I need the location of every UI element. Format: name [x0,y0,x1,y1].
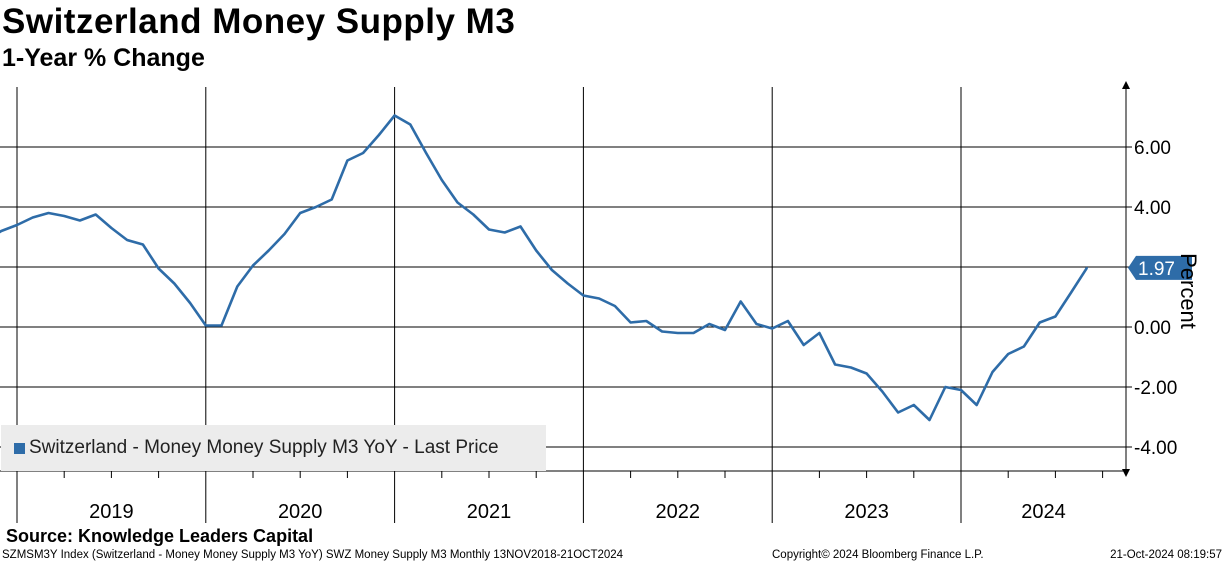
series-point [960,389,962,391]
y-tick-label: -4.00 [1134,438,1177,459]
chart-title: Switzerland Money Supply M3 [2,2,516,41]
legend: Switzerland - Money Money Supply M3 YoY … [1,425,546,471]
series-point [173,282,176,285]
x-tick-label: 2023 [844,501,889,523]
series-point [299,212,302,214]
series-point [204,324,207,327]
series-point [755,323,758,325]
y-tick-label: 4.00 [1134,198,1171,219]
y-axis-arrow-down [1122,469,1130,477]
series-point [141,243,144,246]
series-point [110,227,113,229]
series-point [157,267,160,270]
series-point [362,152,365,154]
series-point [472,213,475,216]
series-point [865,372,868,375]
series-point [613,305,616,307]
series-point [1007,353,1010,355]
x-tick-label: 2020 [278,501,323,523]
series-point [629,321,632,324]
series-point [676,332,679,334]
series-point [582,294,585,297]
series-point [126,239,129,241]
series-point [550,269,553,271]
series-point [1085,266,1088,269]
series-point [519,225,522,228]
x-tick-label: 2019 [89,501,134,523]
y-axis-label: Percent [1176,253,1201,329]
x-tick-label: 2021 [467,501,512,523]
footer-timestamp: 21-Oct-2024 08:19:57 [1110,549,1222,561]
series-point [834,363,837,366]
series-point [63,215,66,217]
series-point [771,327,774,330]
series-point [897,411,900,414]
series-point [975,404,978,406]
series-point [739,300,742,303]
series-point [377,134,380,136]
x-tick-label: 2022 [656,501,701,523]
series-point [802,344,805,346]
series-point [786,320,789,322]
series-point [252,264,254,267]
series-point [393,114,396,117]
series-point [944,386,947,388]
series-point [456,201,459,204]
y-tick-label: 0.00 [1134,318,1171,339]
series-point [425,152,428,154]
series-point [440,179,443,181]
y-tick-label: 6.00 [1134,138,1171,159]
series-point [724,329,726,331]
series-point [236,285,239,288]
source-note: Source: Knowledge Leaders Capital [6,526,314,546]
series-point [849,366,852,369]
series-point [645,320,648,322]
series-point [488,228,490,231]
series-point [330,198,333,201]
series-point [31,216,34,219]
legend-swatch [14,442,25,454]
series-line [0,114,1088,422]
series-point [928,419,931,421]
last-value-label: 1.97 [1138,259,1175,280]
series-point [267,249,270,252]
series-point [409,123,412,126]
series-point [1054,315,1057,318]
series-point [0,230,3,232]
series-point [94,213,97,216]
series-point [818,332,821,334]
series-point [78,219,81,222]
series-point [346,159,349,162]
series-point [47,212,50,214]
series-point [16,224,18,226]
series-point [535,249,538,252]
series-point [1022,345,1025,348]
series-point [912,404,915,406]
series-point [1038,321,1041,324]
series-point [708,323,711,325]
series-point [189,302,192,304]
series-point [692,332,695,334]
last-value-tag [1128,255,1192,280]
series-point [283,233,286,235]
y-tick-label: -2.00 [1134,378,1177,399]
series-point [220,324,223,327]
series-point [598,297,601,300]
x-tick-label: 2024 [1021,501,1066,523]
series-point [661,330,664,333]
series-point [503,231,506,234]
chart-subtitle: 1-Year % Change [2,44,205,72]
series-point [991,371,994,373]
footer-index-info: SZMSM3Y Index (Switzerland - Money Money… [2,549,624,561]
y-axis-arrow-up [1122,81,1130,89]
series-point [1070,291,1073,294]
footer-copyright: Copyright© 2024 Bloomberg Finance L.P. [772,549,984,561]
series-point [566,282,569,285]
legend-label: Switzerland - Money Money Supply M3 YoY … [29,437,499,458]
series-point [881,390,884,393]
series-point [314,206,317,208]
